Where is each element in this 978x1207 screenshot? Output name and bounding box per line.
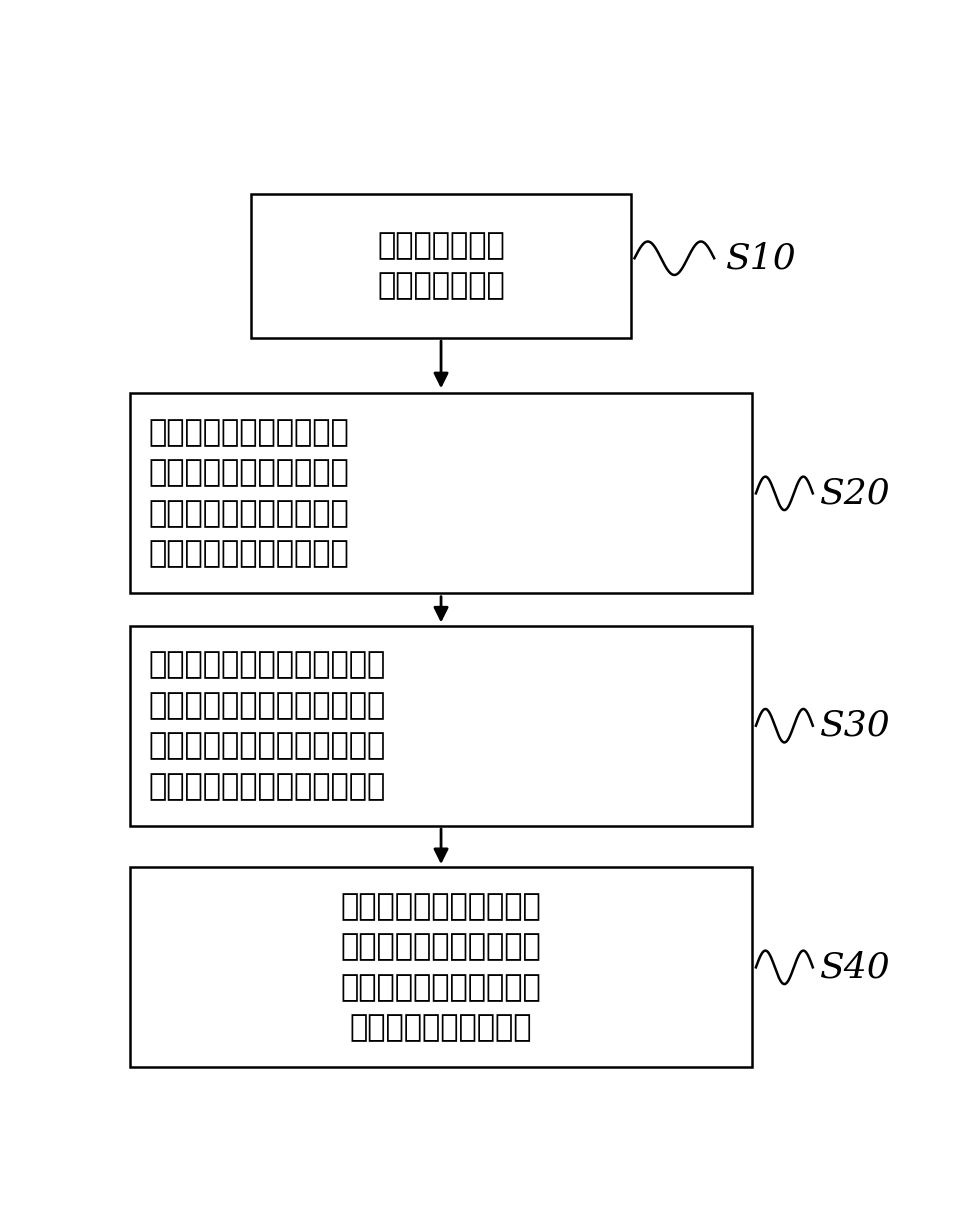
Text: 控制第一工作回路和第二
工作回路关闭，以停止给
多组发光模块供电从而使
多组发光模块同时熄灭: 控制第一工作回路和第二 工作回路关闭，以停止给 多组发光模块供电从而使 多组发光… (340, 892, 541, 1043)
Text: 控制第二工作回路开启并在第
一预设阈值时间范围内依次给
多组发光模块提供等于转向灯
正常工作电流的第二工作电流: 控制第二工作回路开启并在第 一预设阈值时间范围内依次给 多组发光模块提供等于转向… (149, 651, 385, 801)
FancyBboxPatch shape (130, 393, 751, 594)
Text: 接收用于开启转
向灯的触发指令: 接收用于开启转 向灯的触发指令 (377, 231, 505, 301)
FancyBboxPatch shape (251, 193, 630, 338)
Text: S20: S20 (820, 477, 890, 511)
Text: S30: S30 (820, 709, 890, 742)
Text: 控制第一工作回路开启并
给转向灯的多组发光模块
同时提供低于转向灯正常
工作电流的第一工作电流: 控制第一工作回路开启并 给转向灯的多组发光模块 同时提供低于转向灯正常 工作电流… (149, 418, 349, 568)
FancyBboxPatch shape (130, 868, 751, 1067)
FancyBboxPatch shape (130, 625, 751, 826)
Text: S40: S40 (820, 950, 890, 985)
Text: S10: S10 (725, 241, 795, 275)
